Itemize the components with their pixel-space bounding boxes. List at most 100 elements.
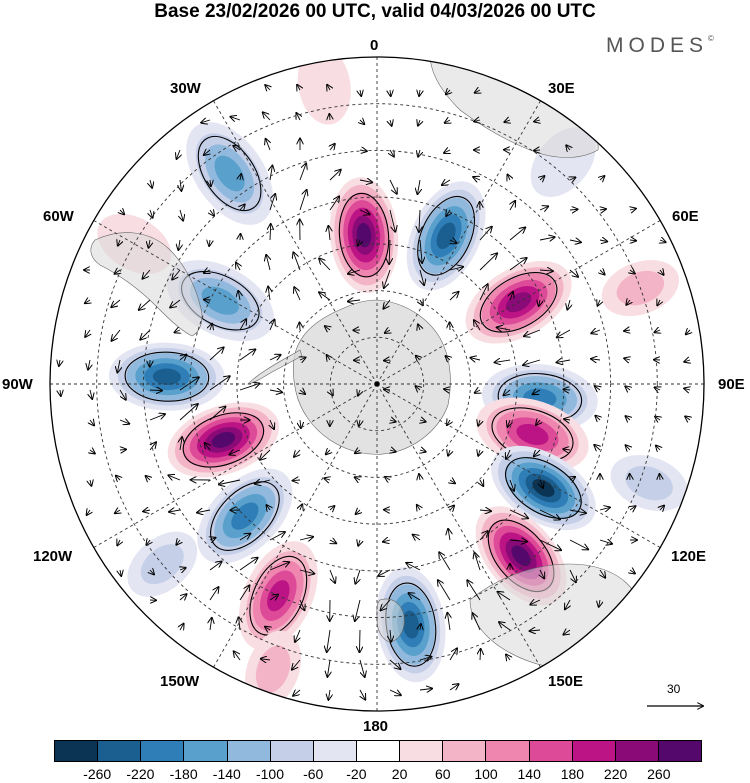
anomaly-outline	[182, 412, 265, 468]
wind-arrow	[508, 175, 511, 180]
wind-arrow	[180, 437, 182, 451]
wind-arrow	[328, 226, 330, 241]
wind-arrow	[540, 176, 544, 180]
wind-arrow	[180, 568, 186, 570]
wind-arrow	[230, 117, 241, 120]
wind-arrow	[210, 538, 216, 540]
wind-arrow	[383, 540, 391, 542]
wind-arrow	[565, 599, 570, 609]
wind-arrow	[475, 553, 481, 571]
colorbar-tick-label: 220	[603, 766, 628, 782]
wind-arrow	[233, 146, 240, 150]
wind-arrow	[255, 480, 271, 484]
antarctica-land	[292, 299, 451, 455]
colorbar-tick-label: -180	[169, 766, 198, 782]
wind-arrow	[419, 209, 420, 232]
lon-label-0: 0	[370, 37, 379, 54]
wind-arrow	[479, 253, 497, 271]
wind-arrow	[85, 300, 90, 303]
wind-arrow	[685, 416, 690, 420]
wind-arrow	[630, 570, 635, 574]
wind-arrow	[599, 599, 600, 607]
colorbar-segment	[227, 741, 271, 761]
meridian-line	[93, 383, 378, 548]
wind-arrow	[358, 240, 360, 246]
wind-arrow	[419, 689, 432, 691]
colorbar-segment	[313, 741, 357, 761]
wind-arrow	[600, 176, 604, 180]
wind-arrow	[439, 552, 451, 571]
wind-arrow	[570, 177, 575, 180]
wind-arrow	[630, 240, 636, 241]
wind-arrow	[473, 613, 481, 631]
wind-arrow	[260, 449, 271, 460]
wind-arrow	[475, 90, 480, 93]
wind-arrow	[140, 329, 151, 340]
wind-arrow	[506, 449, 510, 459]
colorbar-segment	[443, 741, 487, 761]
wind-arrow	[329, 170, 341, 181]
wind-arrow	[591, 359, 601, 360]
wind-arrow	[450, 240, 457, 243]
wind-arrow	[201, 120, 211, 123]
brand-logo: MODES©	[606, 34, 714, 58]
wind-arrow	[467, 580, 481, 601]
wind-arrow	[389, 239, 390, 264]
wind-arrow	[533, 390, 541, 394]
wind-arrow	[90, 389, 92, 399]
wind-arrow	[209, 587, 219, 601]
wind-arrow	[569, 539, 588, 549]
wind-arrow	[239, 558, 258, 571]
wind-arrow	[355, 477, 360, 480]
wind-arrow	[115, 510, 120, 513]
anomaly-contour	[201, 286, 239, 315]
wind-arrow	[563, 389, 571, 390]
wind-arrow	[570, 477, 575, 480]
anomaly-outline	[124, 351, 210, 402]
colorbar-tick-label: -60	[303, 766, 324, 782]
wind-arrow	[330, 144, 335, 150]
wind-arrow	[326, 450, 330, 454]
wind-arrow	[327, 659, 330, 677]
wind-arrow	[266, 139, 270, 151]
wind-arrow	[149, 414, 165, 421]
wind-arrow	[238, 291, 240, 301]
wind-arrow	[176, 540, 180, 545]
wind-arrow	[204, 300, 210, 301]
wind-arrow	[524, 329, 541, 336]
wind-arrow	[660, 474, 661, 480]
wind-arrow	[660, 270, 664, 275]
lon-label-90w: 90W	[2, 376, 33, 393]
wind-arrow	[358, 390, 360, 396]
wind-arrow	[591, 330, 601, 333]
wind-arrow	[594, 445, 600, 450]
wind-arrow	[474, 320, 481, 331]
wind-arrow	[115, 270, 120, 274]
wind-arrow	[567, 299, 570, 310]
wind-arrow	[329, 569, 335, 583]
wind-arrow	[327, 629, 330, 652]
wind-arrow	[119, 389, 126, 400]
wind-arrow	[599, 240, 607, 242]
wind-arrow	[146, 476, 150, 480]
wind-arrow	[85, 329, 90, 337]
wind-arrow	[180, 624, 184, 630]
wind-arrow	[480, 649, 481, 661]
wind-arrow	[356, 510, 360, 514]
colorbar-tick-label: 100	[474, 766, 498, 782]
wind-arrow	[598, 300, 601, 306]
south-pole-dot	[374, 381, 380, 387]
wind-arrow	[509, 540, 527, 542]
anomaly-contour	[297, 57, 351, 125]
anomaly-contour	[516, 423, 549, 446]
wind-arrow	[509, 228, 525, 241]
wind-arrow	[474, 120, 480, 122]
wind-arrow	[563, 449, 571, 450]
wind-arrow	[418, 324, 420, 330]
wind-arrow	[300, 390, 305, 394]
wind-arrow	[499, 622, 511, 631]
wind-arrow	[540, 479, 543, 488]
wind-arrow	[299, 190, 307, 211]
wind-arrow	[269, 562, 289, 571]
